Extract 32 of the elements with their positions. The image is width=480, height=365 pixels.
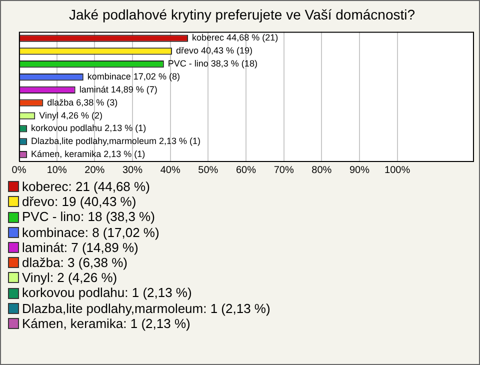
- x-tick-label: 30%: [122, 164, 143, 176]
- text: kombinace: 8 (17,02 %): [22, 224, 160, 240]
- text: laminát: 7 (14,89 %): [22, 240, 138, 256]
- x-tick-label: 60%: [236, 164, 256, 176]
- x-tick-label: 80%: [312, 164, 332, 176]
- text: dlažba: 3 (6,38 %): [22, 255, 128, 270]
- text: dřevo: 19 (40,43 %): [22, 194, 136, 210]
- x-tick-label: 90%: [349, 164, 370, 176]
- chart-title: Jaké podlahové krytiny preferujete ve Vaší domácnosti?: [68, 6, 416, 22]
- x-tick-label: 40%: [160, 164, 180, 176]
- data-label: Vinyl 4,26 % (2): [39, 110, 102, 120]
- data-label: kombinace 17,02 % (8): [87, 72, 180, 82]
- text: PVC - lino: 18 (38,3 %): [22, 209, 155, 225]
- data-label: Kámen, keramika 2,13 % (1): [31, 149, 146, 160]
- data-label: PVC - lino 38,3 % (18): [168, 58, 258, 69]
- x-tick-label: 50%: [198, 164, 218, 176]
- data-label: korkovou podlahu 2,13 % (1): [31, 123, 146, 134]
- x-tick-label: 70%: [274, 164, 294, 176]
- text: Dlazba,lite podlahy,marmoleum: 1 (2,13 %): [22, 300, 270, 316]
- data-label: dlažba 6,38 % (3): [47, 97, 118, 108]
- text: korkovou podlahu: 1 (2,13 %): [22, 285, 192, 301]
- data-label: koberec 44,68 % (21): [192, 32, 278, 43]
- x-tick-label: 0%: [12, 164, 26, 176]
- text: koberec: 21 (44,68 %): [22, 179, 150, 194]
- data-label: Dlazba,lite podlahy,marmoleum 2,13 % (1): [31, 136, 200, 146]
- text: Kámen, keramika: 1 (2,13 %): [22, 316, 190, 332]
- x-tick-label: 10%: [46, 164, 67, 176]
- text: Vinyl: 2 (4,26 %): [22, 270, 118, 286]
- data-label: laminát 14,89 % (7): [79, 84, 158, 94]
- data-label: dřevo 40,43 % (19): [176, 46, 253, 56]
- x-tick-label: 100%: [384, 164, 410, 176]
- x-tick-label: 20%: [84, 164, 105, 176]
